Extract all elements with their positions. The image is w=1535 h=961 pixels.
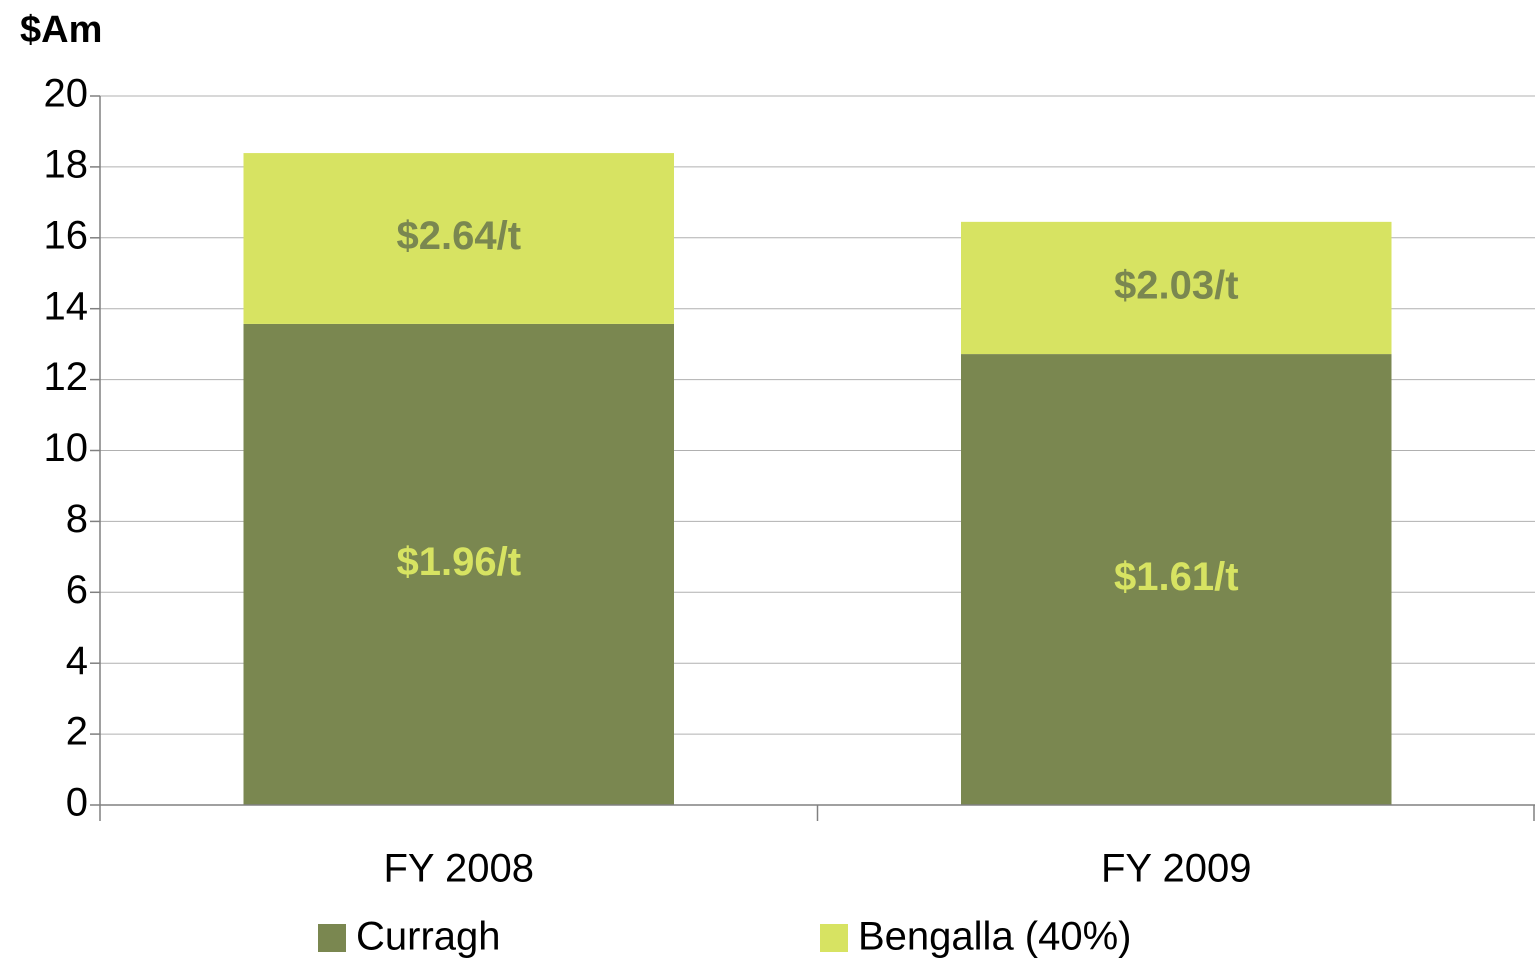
- data-label: $2.64/t: [396, 214, 521, 258]
- y-tick-label: 12: [44, 355, 89, 399]
- y-axis-label: $Am: [20, 9, 102, 51]
- bar-segment: [243, 153, 674, 324]
- y-tick-label: 8: [66, 497, 88, 541]
- bar-segment: [961, 221, 1392, 355]
- y-tick-label: 20: [44, 72, 89, 116]
- legend-swatch: [318, 924, 346, 952]
- y-tick-label: 18: [44, 142, 89, 186]
- x-tick-label: FY 2009: [1101, 847, 1252, 891]
- y-tick-label: 16: [44, 213, 89, 257]
- y-tick-label: 14: [44, 284, 89, 328]
- legend-label: Curragh: [356, 915, 501, 959]
- data-label: $1.61/t: [1114, 555, 1239, 599]
- y-tick-label: 6: [66, 568, 88, 612]
- y-tick-label: 10: [44, 426, 89, 470]
- y-tick-label: 2: [66, 710, 88, 754]
- legend-label: Bengalla (40%): [858, 915, 1132, 959]
- legend-swatch: [820, 924, 848, 952]
- bar-segment: [961, 354, 1392, 805]
- y-tick-label: 0: [66, 781, 88, 825]
- bar-segment: [243, 323, 674, 805]
- data-label: $2.03/t: [1114, 264, 1239, 308]
- x-tick-label: FY 2008: [384, 847, 535, 891]
- y-tick-label: 4: [66, 639, 88, 683]
- data-label: $1.96/t: [396, 540, 521, 584]
